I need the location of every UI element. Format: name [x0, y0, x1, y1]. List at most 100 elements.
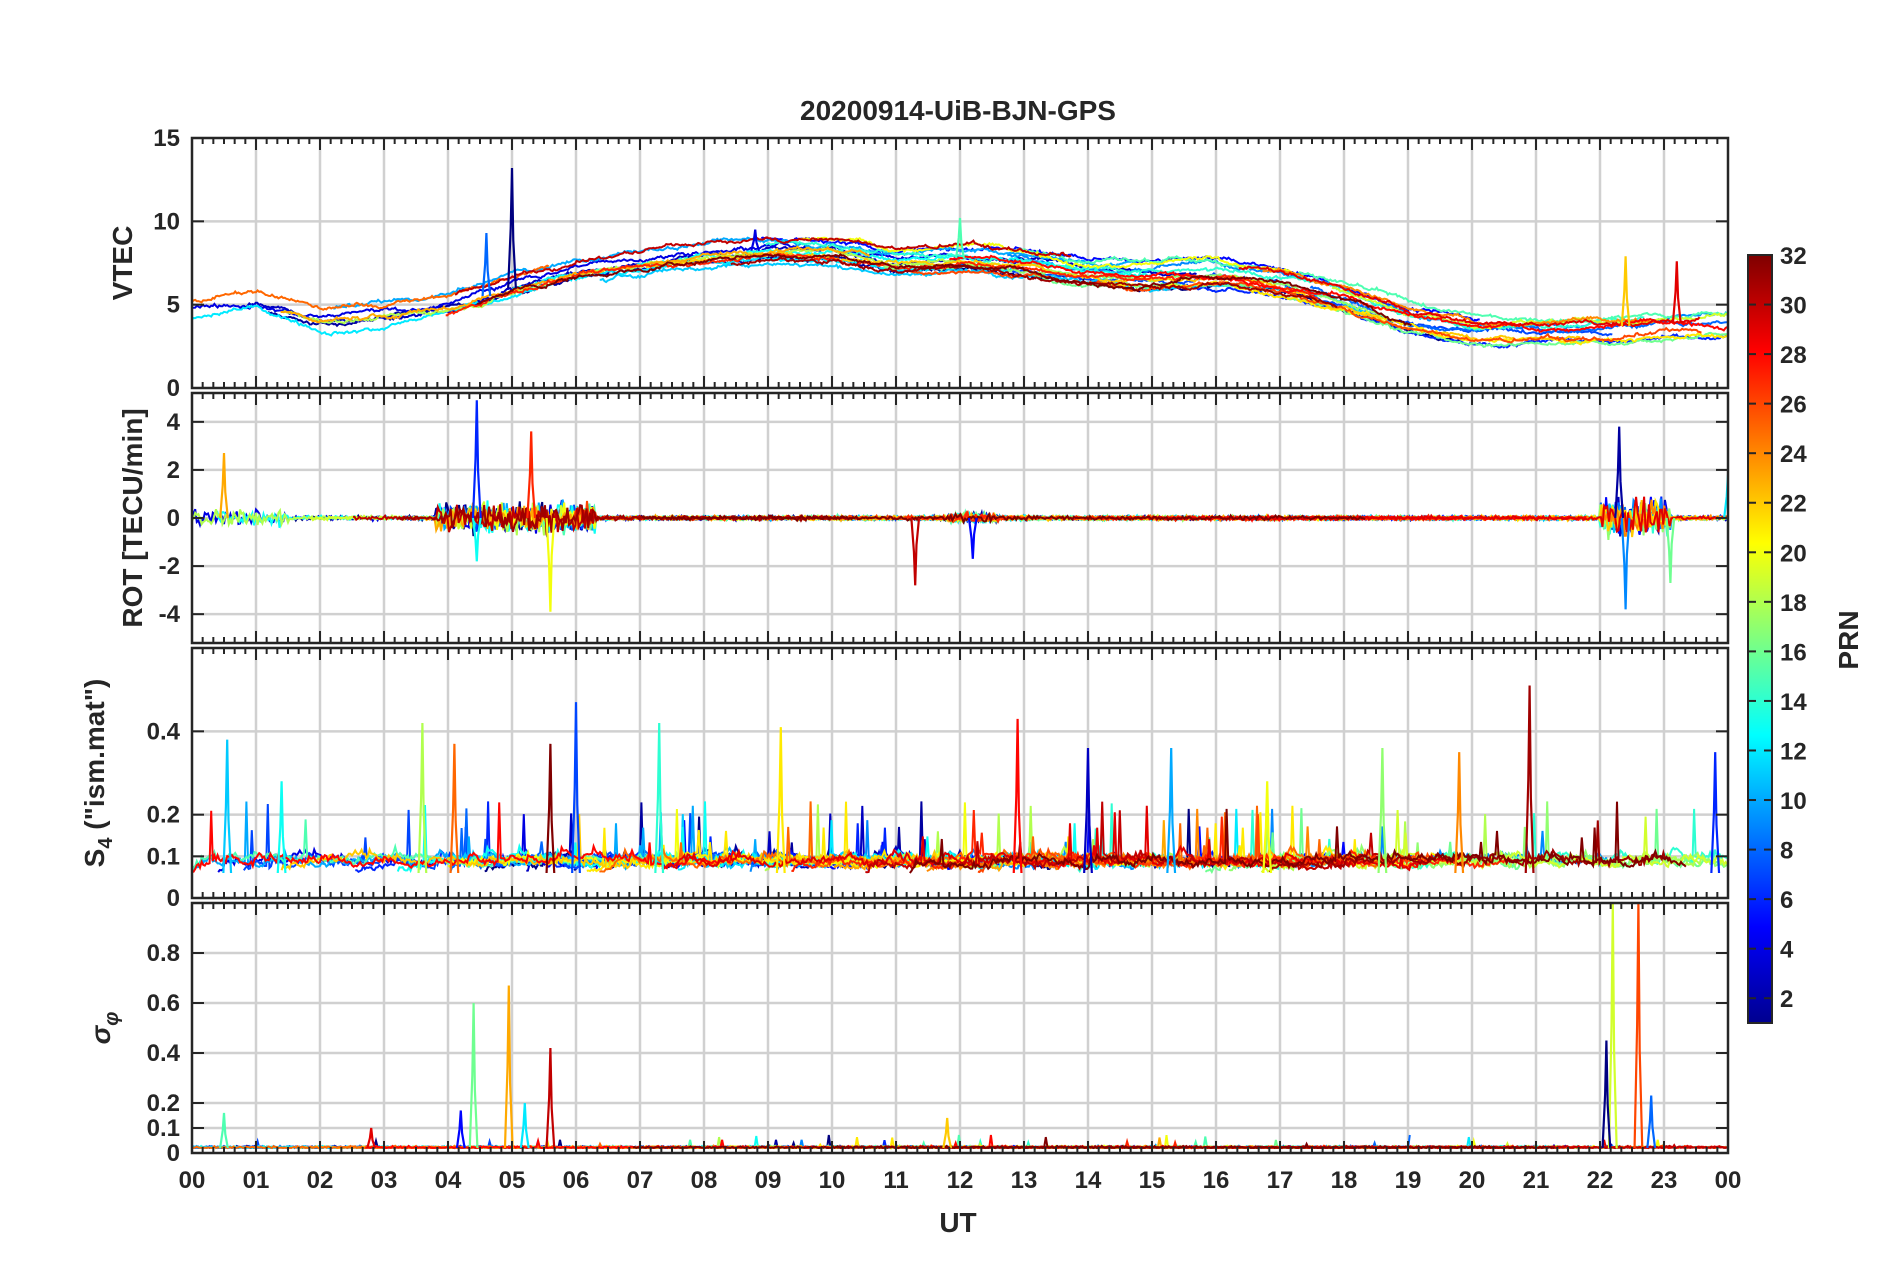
y-tick-label: 4 [167, 409, 181, 436]
trace-spike [1665, 517, 1676, 583]
traces-vtec [192, 167, 1728, 349]
trace-spike [1454, 752, 1465, 874]
panel-s4: 0 0.1 0.2 0.4 S4 ("ism.mat") [79, 646, 1730, 912]
colorbar-tick-label: 20 [1780, 540, 1807, 567]
x-tick-label: 06 [563, 1167, 590, 1194]
x-tick-label: 08 [691, 1167, 718, 1194]
trace-spike [1083, 747, 1093, 874]
trace-spike [219, 1112, 229, 1149]
trace-spike [942, 1117, 953, 1149]
trace-prn [1028, 272, 1727, 349]
trace-spike [1646, 1095, 1657, 1149]
trace-spike [1723, 474, 1728, 519]
panel-vtec: 0 5 10 15 VTEC [107, 125, 1730, 402]
trace-spike [455, 1110, 466, 1149]
x-tick-label: 10 [819, 1167, 846, 1194]
trace-spike [1262, 781, 1273, 874]
x-tick-label: 00 [179, 1167, 206, 1194]
x-tick-label: 05 [499, 1167, 526, 1194]
colorbar-tick-label: 4 [1780, 937, 1794, 964]
y-tick-label: 0.1 [147, 843, 180, 870]
trace-spike [1671, 261, 1682, 323]
trace-prn [454, 236, 1072, 296]
x-tick-label: 07 [627, 1167, 654, 1194]
trace-spike [1620, 256, 1631, 327]
trace-prn [352, 503, 855, 533]
x-tick-label: 17 [1267, 1167, 1294, 1194]
y-tick-label: -2 [159, 553, 180, 580]
x-tick-label: 22 [1587, 1167, 1614, 1194]
trace-spike [1607, 903, 1618, 1149]
trace-spike [654, 722, 665, 874]
trace-spike [449, 743, 460, 874]
trace-spike [1614, 426, 1625, 519]
trace-spike [1620, 517, 1631, 610]
trace-spike [471, 517, 482, 562]
colorbar-tick-label: 8 [1780, 838, 1793, 865]
trace-spike [775, 727, 786, 874]
panel-sigma_phi: 00.10.2 0.4 0.6 0.8 σφ [85, 901, 1730, 1167]
y-tick-label: 0.8 [147, 940, 180, 967]
x-tick-label: 23 [1651, 1167, 1678, 1194]
ticks-vtec [191, 137, 1729, 389]
x-tick-label: 03 [371, 1167, 398, 1194]
trace-prn [948, 254, 1728, 333]
y-tick-label: 0 [167, 885, 180, 912]
colorbar-tick-label: 30 [1780, 293, 1807, 320]
colorbar-tick-label: 32 [1780, 243, 1807, 270]
trace-spike [1601, 1040, 1612, 1149]
x-tick-label: 12 [947, 1167, 974, 1194]
y-tick-label: 0.2 [147, 802, 180, 829]
trace-spike [545, 743, 556, 874]
chart-title: 20200914-UiB-BJN-GPS [800, 95, 1116, 126]
y-axis-label-vtec: VTEC [107, 226, 138, 301]
ticks-sigma_phi [191, 903, 1729, 1154]
colorbar-tick-label: 28 [1780, 342, 1807, 369]
trace-spike [481, 232, 492, 297]
x-axis-label: UT [939, 1207, 976, 1238]
y-axis-label-s4: S4 ("ism.mat") [79, 679, 117, 868]
x-tick-label: 21 [1523, 1167, 1550, 1194]
y-axis-label-sigma_phi: σφ [85, 1012, 123, 1045]
y-tick-label: 0.4 [147, 1040, 181, 1067]
grid-sigma_phi [192, 903, 1728, 1153]
x-tick-label: 04 [435, 1167, 462, 1194]
x-tick-label: 16 [1203, 1167, 1230, 1194]
colorbar-tick-label: 12 [1780, 738, 1807, 765]
colorbar-tick-label: 24 [1780, 441, 1807, 468]
x-tick-label: 18 [1331, 1167, 1358, 1194]
trace-prn [192, 240, 1027, 319]
trace-spike [519, 1102, 530, 1149]
x-tick-label: 11 [883, 1167, 908, 1194]
x-tick-label: 14 [1075, 1167, 1102, 1194]
trace-spike [219, 453, 229, 519]
trace-spike [507, 167, 517, 289]
colorbar-tick-label: 10 [1780, 788, 1807, 815]
trace-spike [1012, 718, 1023, 874]
traces-rot [192, 400, 1728, 612]
trace-spike [545, 517, 556, 612]
x-tick-label: 13 [1011, 1167, 1038, 1194]
y-tick-label: 0 [167, 375, 180, 402]
trace-spike [417, 722, 428, 874]
trace-spike [1524, 685, 1535, 874]
trace-prn [476, 253, 1412, 327]
trace-spike [276, 781, 287, 874]
trace-spike [1166, 747, 1177, 874]
trace-spike [503, 985, 514, 1149]
y-tick-label: 0.6 [147, 990, 180, 1017]
y-tick-label: -4 [159, 601, 181, 628]
x-tick-label: 02 [307, 1167, 334, 1194]
x-tick-label: 19 [1395, 1167, 1422, 1194]
trace-prn [641, 511, 1366, 525]
ticks-rot [191, 393, 1729, 643]
colorbar-tick-label: 18 [1780, 590, 1807, 617]
colorbar-gradient [1747, 254, 1773, 1024]
x-tick-label: 01 [243, 1167, 270, 1194]
y-tick-label: 0.4 [147, 718, 181, 745]
colorbar-tick-label: 22 [1780, 491, 1807, 518]
trace-spike [571, 702, 581, 874]
y-axis-label-rot: ROT [TECU/min] [117, 408, 148, 627]
